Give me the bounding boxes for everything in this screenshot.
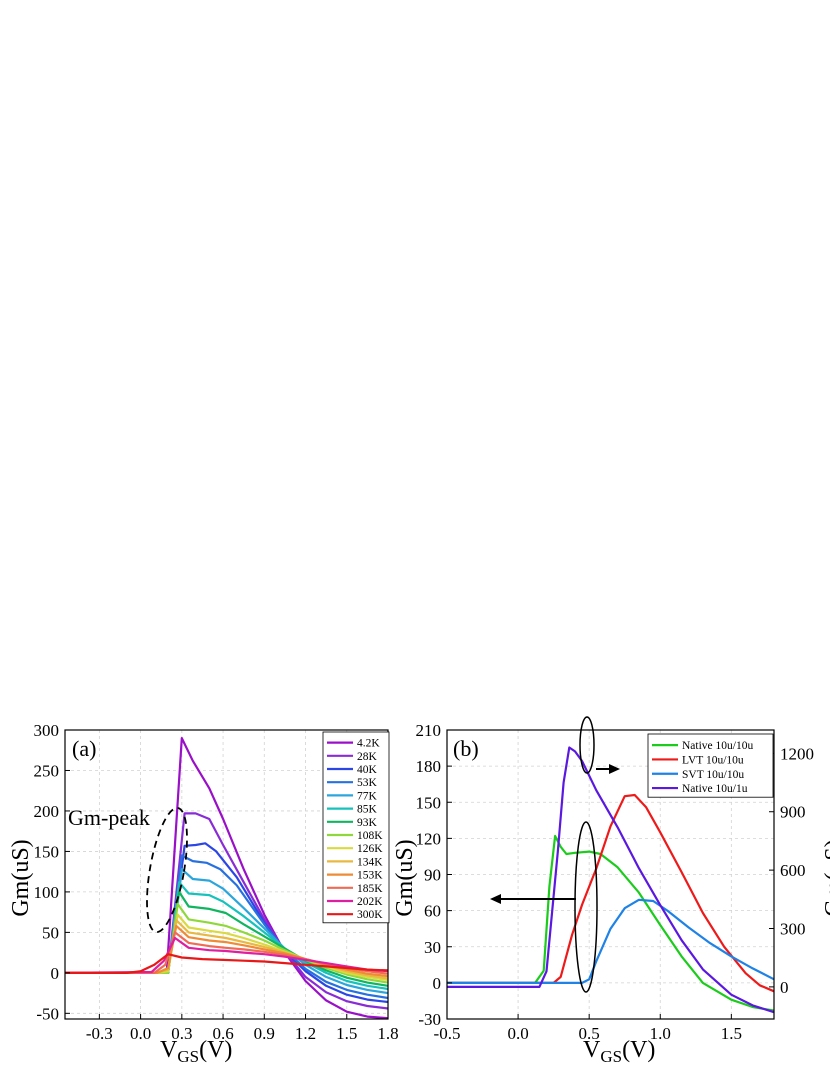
- x-tick-label: 0.3: [171, 1024, 192, 1043]
- x-tick-label: 1.5: [721, 1024, 742, 1043]
- y-tick-label: 30: [424, 938, 441, 957]
- legend-entry: SVT 10u/10u: [682, 769, 744, 781]
- legend-entry: Native 10u/1u: [682, 783, 748, 795]
- y-tick-label: 120: [416, 829, 442, 848]
- legend-entry: 28K: [357, 751, 378, 763]
- series-line-svt-10u-10u: [447, 898, 775, 985]
- y-tick-label: 150: [34, 842, 60, 861]
- x-tick-label: 1.5: [336, 1024, 357, 1043]
- panel-b: -0.5 0.0 0.5 1.0 1.52101801501209060300-3012…: [392, 716, 830, 1066]
- x-tick-label: 0.0: [507, 1024, 528, 1043]
- x-tick-label: -0.5: [434, 1024, 461, 1043]
- series-line-4-2k: [65, 736, 389, 1020]
- legend-entry: 108K: [357, 830, 383, 842]
- x-tick-label: 0.5: [579, 1024, 600, 1043]
- x-axis-label-a: VGS(V): [160, 1037, 232, 1066]
- x-tick-label: 0.0: [130, 1024, 151, 1043]
- y-right-tick-label: 600: [780, 861, 806, 880]
- y-tick-label: 200: [34, 802, 60, 821]
- legend-entry: 153K: [357, 870, 383, 882]
- x-tick-label: 1.2: [295, 1024, 316, 1043]
- y-tick-label: 100: [34, 883, 60, 902]
- gm-peak-ellipse: [146, 806, 188, 934]
- panel-label-a: (a): [72, 736, 96, 761]
- x-tick-label: 0.6: [212, 1024, 233, 1043]
- panel-a: -0.3 0.0 0.3 0.6 0.9 1.2 1.5 1.8 300 250 200 150 100…: [8, 721, 399, 1066]
- y-axis-label-b: Gm(uS): [392, 839, 418, 916]
- x-tick-label: 1.8: [377, 1024, 398, 1043]
- series-line-lvt-10u-10u: [447, 793, 775, 993]
- y-right-tick-label: 300: [780, 920, 806, 939]
- legend-entry: Native 10u/10u: [682, 740, 753, 752]
- y-tick-label: -50: [36, 1004, 59, 1023]
- series-line-300k: [65, 953, 389, 975]
- y-tick-label: 250: [34, 761, 60, 780]
- legend-entry: 202K: [357, 896, 383, 908]
- y-tick-label: 60: [424, 902, 441, 921]
- x-tick-label: -0.3: [86, 1024, 113, 1043]
- legend-entry: 185K: [357, 883, 383, 895]
- y-tick-label: -30: [418, 1010, 441, 1029]
- y-tick-label: 0: [51, 964, 60, 983]
- y-tick-label: 300: [34, 721, 60, 740]
- x-axis-label-b: VGS(V): [583, 1037, 655, 1066]
- y-tick-label: 50: [42, 923, 59, 942]
- x-tick-label: 1.0: [650, 1024, 671, 1043]
- legend-entry: 93K: [357, 817, 378, 829]
- right-axis-arrowhead: [609, 764, 620, 774]
- legend-entry: 53K: [357, 777, 378, 789]
- y-right-tick-label: 900: [780, 803, 806, 822]
- y-tick-label: 0: [433, 974, 442, 993]
- y-axis-label-b-right: Gm(uS): [821, 839, 830, 916]
- legend-entry: 40K: [357, 764, 378, 776]
- legend-entry: 300K: [357, 909, 383, 921]
- y-right-tick-label: 0: [780, 978, 789, 997]
- series-line-202k: [64, 936, 389, 974]
- x-tick-label: 0.9: [254, 1024, 275, 1043]
- series-line-134k: [65, 919, 389, 980]
- y-tick-label: 90: [424, 866, 441, 885]
- legend-entry: LVT 10u/10u: [682, 754, 744, 766]
- legend-entry: 134K: [357, 856, 383, 868]
- gm-peak-annotation: Gm-peak: [68, 805, 150, 830]
- y-right-tick-label: 1200: [780, 744, 814, 763]
- panel-label-b: (b): [453, 736, 479, 761]
- series-line-native-10u-1u: [447, 746, 775, 1014]
- legend-entry: 4.2K: [357, 738, 380, 750]
- left-axis-group-ellipse: [574, 821, 598, 993]
- right-axis-group-ellipse: [579, 716, 595, 774]
- legend-entry: 77K: [357, 790, 378, 802]
- y-tick-label: 180: [416, 757, 442, 776]
- series-line-native-10u-10u: [447, 834, 775, 1012]
- legend-entry: 85K: [357, 804, 378, 816]
- y-tick-label: 150: [416, 793, 442, 812]
- legend-box: [322, 731, 390, 924]
- y-tick-label: 210: [416, 721, 442, 740]
- legend-entry: 126K: [357, 843, 383, 855]
- left-axis-arrowhead: [490, 894, 501, 904]
- y-axis-label-a: Gm(uS): [8, 839, 34, 916]
